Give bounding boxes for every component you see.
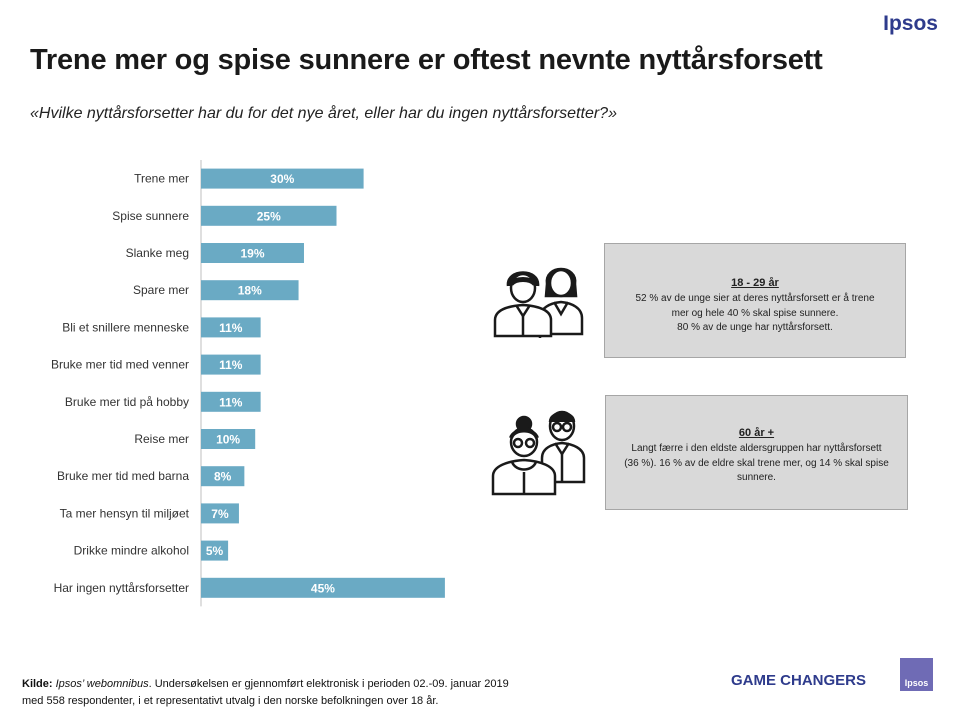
category-label: Har ingen nyttårsforsetter bbox=[54, 581, 189, 595]
category-label: Ta mer hensyn til miljøet bbox=[60, 506, 190, 520]
data-label: 11% bbox=[219, 321, 243, 335]
category-label: Bruke mer tid med barna bbox=[57, 469, 189, 483]
bar bbox=[201, 577, 445, 598]
category-label: Spise sunnere bbox=[112, 209, 189, 223]
young-age-group-panel: 18 - 29 år 52 % av de unge sier at deres… bbox=[604, 243, 906, 358]
elderly-people-icon bbox=[491, 410, 586, 496]
data-label: 11% bbox=[219, 395, 243, 409]
category-label: Bruke mer tid med venner bbox=[51, 358, 189, 372]
data-label: 5% bbox=[206, 544, 224, 558]
category-label: Bli et snillere menneske bbox=[62, 320, 189, 334]
category-label: Trene mer bbox=[134, 172, 189, 186]
young-panel-heading: 18 - 29 år bbox=[731, 277, 779, 289]
ipsos-logo: Ipsos bbox=[883, 12, 938, 35]
data-label: 30% bbox=[270, 172, 294, 186]
bar bbox=[201, 168, 364, 189]
old-panel-line-2: (36 %). 16 % av de eldre skal trene mer,… bbox=[624, 457, 889, 469]
data-label: 18% bbox=[238, 284, 262, 298]
source-description: . Undersøkelsen er gjennomført elektroni… bbox=[148, 678, 509, 690]
source-line-2: med 558 respondenter, i et representativ… bbox=[22, 694, 439, 707]
bar bbox=[201, 243, 304, 263]
bar bbox=[201, 280, 299, 301]
source-label: Kilde: bbox=[22, 678, 53, 690]
old-panel-heading: 60 år + bbox=[738, 427, 775, 439]
category-label: Slanke meg bbox=[126, 246, 189, 260]
bar bbox=[201, 540, 229, 561]
data-label: 19% bbox=[240, 247, 264, 261]
young-panel-line-3: 80 % av de unge har nyttårsforsett. bbox=[677, 322, 833, 333]
category-label: Reise mer bbox=[134, 432, 189, 446]
page-title: Trene mer og spise sunnere er oftest nev… bbox=[30, 44, 823, 76]
survey-question: «Hvilke nyttårsforsetter har du for det … bbox=[30, 105, 617, 122]
old-panel-line-3: sunnere. bbox=[737, 472, 776, 483]
young-people-icon bbox=[493, 267, 584, 338]
bar-chart: Trene mer 30% Spise sunnere 25% Slanke meg 19… bbox=[51, 160, 445, 607]
old-panel-line-1: Langt færre i den eldste aldersgruppen h… bbox=[631, 443, 882, 454]
bar bbox=[201, 391, 261, 412]
bar bbox=[201, 354, 261, 375]
ipsos-logo-small: Ipsos bbox=[900, 658, 933, 691]
data-label: 8% bbox=[214, 470, 232, 484]
category-label: Bruke mer tid på hobby bbox=[65, 395, 189, 409]
bar bbox=[201, 317, 261, 338]
elderly-age-group-panel: 60 år + Langt færre i den eldste aldersg… bbox=[605, 395, 908, 510]
game-changers-slogan: GAME CHANGERS bbox=[731, 672, 867, 689]
source-footnote: Kilde: Ipsos’ webomnibus. Undersøkelsen … bbox=[22, 676, 509, 709]
data-label: 25% bbox=[257, 209, 281, 223]
bar bbox=[201, 205, 337, 226]
data-label: 45% bbox=[311, 581, 335, 595]
data-label: 10% bbox=[216, 433, 240, 447]
young-panel-line-2: mer og hele 40 % skal spise sunnere. bbox=[671, 307, 839, 319]
category-label: Spare mer bbox=[133, 283, 189, 297]
source-name: Ipsos’ webomnibus bbox=[55, 678, 149, 690]
bar bbox=[201, 503, 239, 524]
data-label: 11% bbox=[219, 358, 243, 372]
bar bbox=[201, 466, 245, 487]
bar bbox=[201, 429, 256, 449]
category-label: Drikke mindre alkohol bbox=[74, 544, 189, 558]
data-label: 7% bbox=[211, 507, 229, 521]
young-panel-line-1: 52 % av de unge sier at deres nyttårsfor… bbox=[635, 293, 875, 304]
